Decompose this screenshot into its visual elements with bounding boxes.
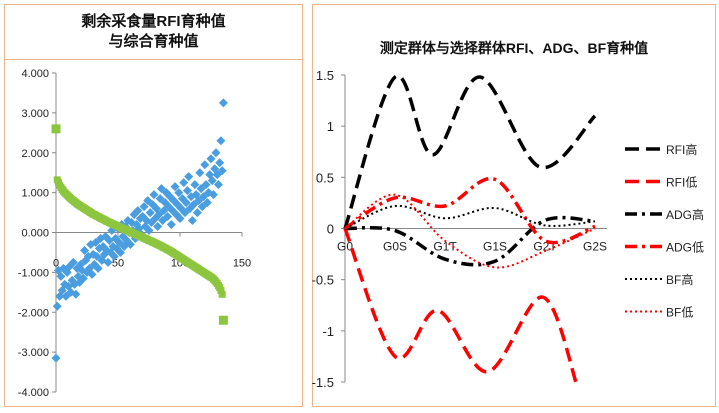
scatter-point-blue [144,226,154,236]
scatter-point-blue [103,257,113,267]
y-tick-label: 2.000 [21,148,49,160]
scatter-point-blue [181,198,191,208]
x-tick-label: G1S [483,240,507,254]
y-tick-label: 0.000 [21,228,49,240]
scatter-chart: 4.000 3.000 2.000 1.000 0.000 -1.000 -2.000 -3.… [18,68,251,399]
scatter-point-blue [93,263,103,273]
x-tick-label: 150 [233,258,251,270]
x-tick-label: G0S [383,240,407,254]
scatter-point-blue [109,251,119,261]
x-tick-label: 0 [53,258,59,270]
scatter-point-blue [206,154,216,164]
scatter-point-green [217,286,225,294]
scatter-point-blue [218,98,228,108]
y-tick-label: -0.5 [312,273,334,288]
legend-label: ADG低 [666,241,704,255]
scatter-point-blue [179,178,189,188]
legend-label: RFI高 [666,142,697,157]
scatter-point-blue [195,168,205,178]
legend-label: ADG高 [666,207,704,222]
legend-label: BF高 [666,272,693,287]
scatter-point-blue [56,271,66,281]
scatter-point-blue [52,301,62,311]
scatter-point-blue [65,261,75,271]
y-tick-label: -1 [322,324,334,339]
scatter-point-blue [51,353,61,363]
line-panel: 测定群体与选择群体RFI、ADG、BF育种值 [312,4,716,407]
scatter-point-blue [153,222,163,232]
y-tick-label: 3.000 [21,108,49,120]
scatter-point-blue [190,180,200,190]
scatter-point-blue [166,220,176,230]
scatter-point-blue [184,172,194,182]
y-tick-label: -1.000 [18,267,49,279]
scatter-point-blue [71,289,81,299]
y-tick-label: -4.000 [18,387,49,399]
scatter-point-blue [211,148,221,158]
scatter-point-green [51,124,61,134]
scatter-point-blue [208,190,218,200]
scatter-point-blue [133,206,143,216]
legend-label: RFI低 [666,176,697,190]
scatter-point-blue [212,170,222,180]
line-series [343,227,580,388]
scatter-point-blue [192,208,202,218]
line-series [344,193,596,269]
scatter-point-blue [175,214,185,224]
y-tick-label: -1.5 [312,375,334,390]
y-tick-label: 1.5 [316,68,334,83]
scatter-point-green [218,290,226,298]
scatter-point-blue [139,202,149,212]
scatter-point-blue [62,267,72,277]
scatter-point-blue [163,212,173,222]
y-tick-label: 0 [327,222,334,237]
x-tick-label: G1T [433,240,457,254]
scatter-point-blue [201,180,211,190]
line-series [344,215,596,267]
x-tick-label: 50 [112,258,124,270]
scatter-point-blue [87,269,97,279]
y-tick-label: -3.000 [18,347,49,359]
line-series [343,74,597,230]
line-chart: 1.510.50-0.5-1-1.5G0 G0S G1T G1S G2T G2SRFI高R… [312,68,704,390]
scatter-title-line1: 剩余采食量RFI育种值 [81,13,226,30]
y-tick-label: 4.000 [21,68,49,80]
y-tick-label: -2.000 [18,307,49,319]
scatter-point-blue [61,291,71,301]
y-tick-label: 1 [327,119,334,134]
line-series [344,176,596,245]
scatter-point-blue [115,247,125,257]
scatter-title-line2: 与综合育种值 [108,33,199,50]
scatter-point-blue [207,176,217,186]
scatter-point-blue [145,208,155,218]
line-series [344,204,596,230]
scatter-point-blue [202,198,212,208]
y-tick-label: 0.5 [316,170,334,185]
scatter-point-blue [68,257,78,267]
scatter-point-blue [200,160,210,170]
scatter-point-blue [216,136,226,146]
y-tick-label: 1.000 [21,188,49,200]
scatter-point-blue [55,291,65,301]
legend-label: BF低 [666,306,693,320]
scatter-point-blue [78,273,88,283]
line-chart-title: 测定群体与选择群体RFI、ADG、BF育种值 [379,40,649,56]
scatter-point-blue [80,245,90,255]
scatter-point-blue [174,188,184,198]
scatter-point-blue [187,216,197,226]
x-tick-label: G0 [337,240,353,254]
scatter-point-blue [215,158,225,168]
scatter-point-blue [217,166,227,176]
scatter-point-blue [170,182,180,192]
scatter-title-box: 剩余采食量RFI育种值 与综合育种值 [4,4,303,60]
scatter-point-blue [182,186,192,196]
scatter-point-blue [149,190,159,200]
scatter-point-blue [213,180,223,190]
scatter-point-green [218,315,228,325]
x-tick-label: G2S [583,240,607,254]
